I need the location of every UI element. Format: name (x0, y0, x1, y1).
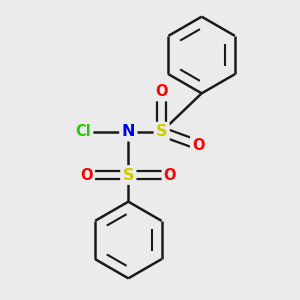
Text: O: O (164, 167, 176, 182)
Text: S: S (156, 124, 167, 139)
Text: N: N (122, 124, 135, 139)
Text: S: S (123, 167, 134, 182)
Text: O: O (80, 167, 93, 182)
Text: O: O (192, 137, 205, 152)
Text: Cl: Cl (76, 124, 91, 139)
Text: O: O (155, 84, 168, 99)
